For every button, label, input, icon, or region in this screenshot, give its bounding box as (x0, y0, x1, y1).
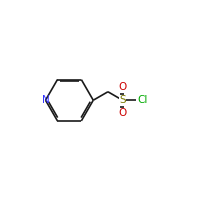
Text: S: S (119, 95, 126, 105)
Text: O: O (118, 108, 127, 118)
Text: Cl: Cl (137, 95, 147, 105)
Text: O: O (118, 82, 127, 92)
Text: N: N (42, 95, 49, 105)
